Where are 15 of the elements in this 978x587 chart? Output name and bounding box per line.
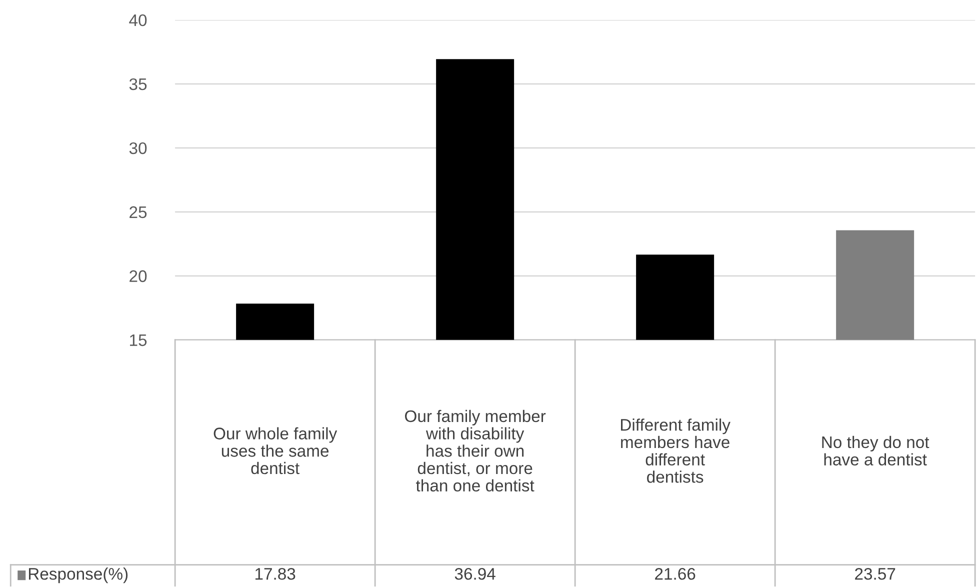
legend-label: Response(%)	[28, 568, 128, 584]
x-tick-label: Our whole family uses the same dentist	[214, 427, 338, 474]
data-label: 21.66	[655, 568, 696, 580]
y-tick-label: 40	[129, 14, 147, 26]
y-tick-label: 35	[129, 78, 147, 90]
data-label: 17.83	[255, 568, 296, 580]
x-tick-label: Different family members have different dentists	[621, 418, 730, 483]
x-tick-label: No they do not have a dentist	[822, 436, 930, 466]
y-tick-label: 20	[130, 270, 147, 282]
y-tick-label: 30	[129, 142, 147, 154]
x-tick-label: Our family member with disability has their own dentist, or more than one dentist	[405, 410, 546, 492]
data-label: 36.94	[454, 568, 496, 580]
y-tick-label: 15	[130, 334, 147, 346]
data-label: 23.57	[855, 568, 896, 580]
y-tick-label: 25	[130, 206, 147, 218]
